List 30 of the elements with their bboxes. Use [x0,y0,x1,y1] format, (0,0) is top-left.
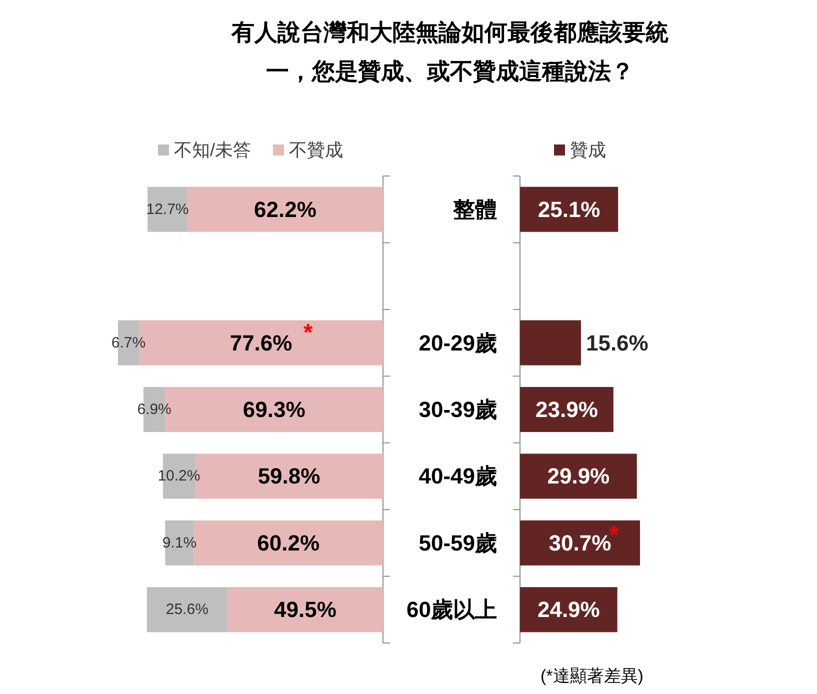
value-label: 6.7% [111,334,146,352]
category: 50-59歲 [418,530,497,556]
legend: 贊成 [554,140,606,160]
value-label: 15.6% [586,330,648,356]
value-label: 60.2% [257,530,320,556]
legend-label: 不贊成 [289,140,344,160]
value-label: 69.3% [242,397,306,422]
category: 整體 [453,196,497,222]
category: 40-49歲 [418,464,497,489]
value-label: 59.8% [258,464,320,489]
legend-label: 贊成 [570,140,606,160]
value-label: 10.2% [158,468,200,485]
title: 有人說台灣和大陸無論如何最後都應該要統一，您是贊成、或不贊成這種說法？ [232,19,668,84]
value-label: 6.9% [137,401,172,418]
value-label: 29.9% [547,464,610,489]
category: 30-39歲 [418,397,497,422]
value-label: 12.7% [146,200,189,218]
value-label: 23.9% [536,397,598,422]
value-label: 25.6% [166,601,208,618]
category: 60歲以上 [406,597,497,622]
annotation: * [303,320,313,346]
annotation: (*達顯著差異) [540,666,644,686]
value-label: 25.1% [538,196,600,222]
value-label: 49.5% [274,597,336,622]
value-label: 9.1% [162,534,197,552]
category: 20-29歲 [418,330,497,356]
legend-label: 不知/未答 [174,140,252,160]
value-label: 77.6% [230,330,292,356]
value-label: 24.9% [537,597,600,622]
value-label: 62.2% [254,196,316,222]
